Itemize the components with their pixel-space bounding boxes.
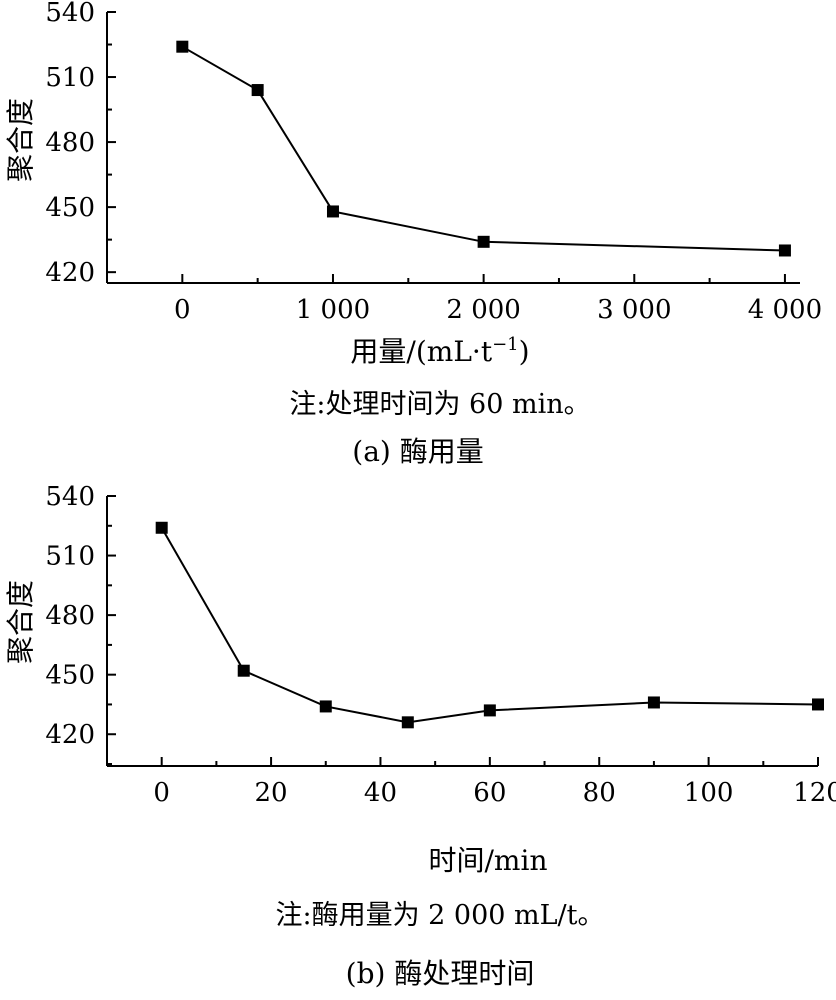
chart-b-markers — [155, 521, 824, 729]
chart-b-treatment-time: 420 450 480 510 540 0 20 40 60 80 100 120 聚合度 时间/m… — [4, 482, 836, 990]
x-tick-label: 4 000 — [748, 295, 822, 325]
x-tick-label: 100 — [684, 778, 734, 808]
x-tick-label: 60 — [473, 778, 506, 808]
data-point-marker — [326, 205, 339, 218]
chart-a-x-ticks: 0 1 000 2 000 3 000 4 000 — [174, 274, 822, 325]
x-tick-label: 0 — [153, 778, 170, 808]
chart-b-y-ticks: 420 450 480 510 540 — [45, 482, 116, 766]
x-tick-label: 3 000 — [597, 295, 671, 325]
y-tick-label: 450 — [45, 661, 95, 691]
y-tick-label: 540 — [45, 482, 95, 512]
chart-a-caption: (a) 酶用量 — [352, 435, 483, 468]
chart-a-markers — [176, 40, 791, 257]
y-tick-label: 420 — [45, 720, 95, 750]
data-point-marker — [647, 696, 660, 709]
y-tick-label: 510 — [45, 63, 95, 93]
x-tick-label: 80 — [583, 778, 616, 808]
y-tick-label: 480 — [45, 128, 95, 158]
data-point-marker — [251, 84, 264, 97]
chart-b-x-ticks: 0 20 40 60 80 100 120 — [153, 757, 836, 808]
chart-b-series-line — [160, 527, 819, 724]
data-point-marker — [237, 664, 250, 677]
chart-b-y-axis-title: 聚合度 — [4, 580, 37, 664]
data-point-marker — [155, 521, 168, 534]
chart-a-x-axis-title: 用量/(mL·t−1) — [350, 334, 529, 368]
chart-a-y-ticks: 420 450 480 510 540 — [45, 0, 116, 288]
chart-b-caption: (b) 酶处理时间 — [346, 957, 535, 990]
x-tick-label: 120 — [793, 778, 836, 808]
y-tick-label: 450 — [45, 193, 95, 223]
chart-a-series-line — [181, 45, 785, 252]
y-tick-label: 510 — [45, 542, 95, 572]
data-point-marker — [483, 704, 496, 717]
chart-a-note: 注:处理时间为 60 min。 — [289, 389, 590, 420]
data-point-marker — [477, 235, 490, 248]
chart-a-enzyme-dosage: 420 450 480 510 540 0 1 000 2 000 3 000 4 000 聚合… — [4, 0, 822, 468]
chart-b-note: 注:酶用量为 2 000 mL/t。 — [275, 900, 604, 931]
data-point-marker — [812, 698, 824, 711]
x-tick-label: 20 — [255, 778, 288, 808]
y-tick-label: 420 — [45, 258, 95, 288]
x-tick-label: 40 — [364, 778, 397, 808]
y-tick-label: 480 — [45, 601, 95, 631]
data-point-marker — [401, 716, 414, 729]
x-tick-label: 0 — [174, 295, 191, 325]
data-point-marker — [778, 244, 791, 257]
chart-b-x-axis-title: 时间/min — [429, 844, 548, 877]
data-point-marker — [176, 40, 189, 53]
chart-a-y-axis-title: 聚合度 — [4, 98, 37, 182]
y-tick-label: 540 — [45, 0, 95, 28]
x-tick-label: 2 000 — [446, 295, 520, 325]
data-point-marker — [319, 700, 332, 713]
x-tick-label: 1 000 — [296, 295, 370, 325]
